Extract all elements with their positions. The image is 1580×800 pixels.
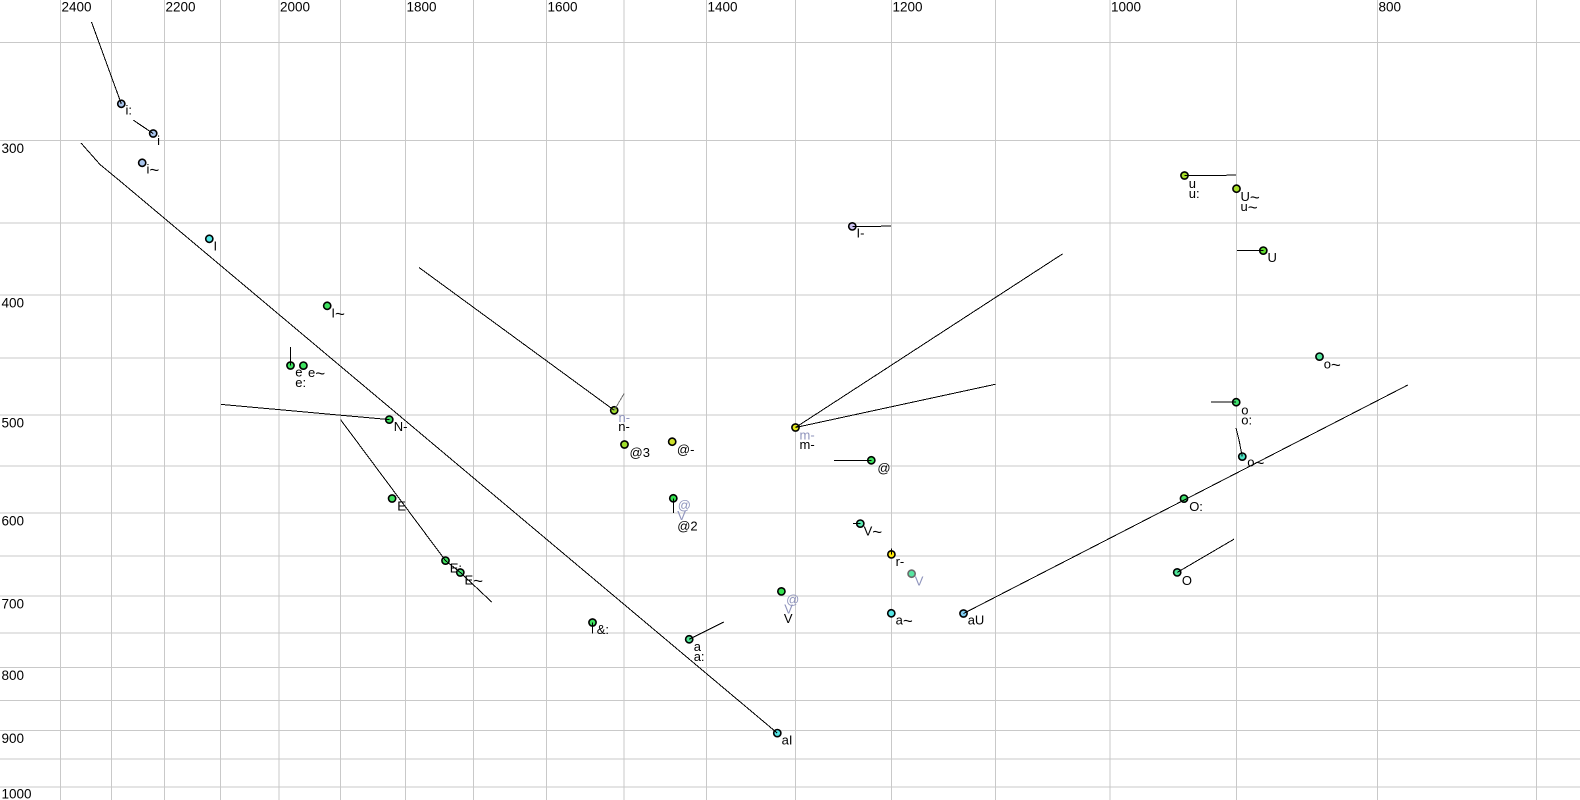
svg-text:300: 300 [2, 141, 25, 156]
svg-text:i:: i: [126, 103, 133, 118]
svg-text:u~: u~ [1241, 198, 1258, 217]
svg-text:U: U [1268, 250, 1277, 265]
svg-text:@: @ [786, 592, 799, 607]
svg-text:400: 400 [2, 295, 25, 310]
svg-text:u:: u: [1189, 186, 1200, 201]
svg-text:800: 800 [1379, 0, 1402, 15]
svg-text:aI: aI [782, 733, 793, 748]
svg-text:@2: @2 [677, 519, 697, 534]
svg-text:I~: I~ [331, 305, 345, 324]
svg-text:o:: o: [1241, 413, 1252, 428]
svg-text:U~: U~ [1241, 188, 1260, 207]
svg-text:V~: V~ [864, 523, 883, 542]
svg-text:E: E [397, 499, 406, 514]
svg-text:E~: E~ [465, 572, 484, 591]
svg-text:1600: 1600 [548, 0, 578, 15]
svg-text:1000: 1000 [1111, 0, 1141, 15]
svg-text:&:: &: [597, 622, 609, 637]
svg-text:O: O [1182, 573, 1192, 588]
svg-text:i~: i~ [147, 161, 160, 180]
svg-text:@: @ [877, 460, 890, 475]
svg-text:o: o [1241, 403, 1248, 418]
svg-text:1000: 1000 [2, 787, 32, 800]
svg-text:a~: a~ [896, 612, 913, 631]
svg-text:V: V [784, 601, 793, 616]
svg-text:1800: 1800 [407, 0, 437, 15]
svg-text:1200: 1200 [893, 0, 923, 15]
svg-text:N-: N- [394, 419, 408, 434]
svg-text:@-: @- [677, 442, 695, 457]
svg-text:2400: 2400 [62, 0, 92, 15]
svg-text:700: 700 [2, 596, 25, 611]
svg-text:e~: e~ [308, 364, 325, 383]
svg-text:1400: 1400 [708, 0, 738, 15]
svg-text:900: 900 [2, 731, 25, 746]
svg-text:600: 600 [2, 513, 25, 528]
svg-text:n-: n- [619, 410, 631, 425]
svg-text:a:: a: [694, 649, 705, 664]
svg-text:m-: m- [800, 427, 815, 442]
svg-text:i: i [157, 133, 160, 148]
svg-text:2000: 2000 [280, 0, 310, 15]
svg-text:I: I [214, 238, 218, 253]
svg-text:u: u [1189, 176, 1196, 191]
svg-text:O:: O: [1189, 499, 1203, 514]
svg-text:r-: r- [896, 554, 905, 569]
svg-text:500: 500 [2, 415, 25, 430]
svg-text:n-: n- [618, 419, 630, 434]
svg-text:m-: m- [800, 437, 815, 452]
svg-text:V: V [784, 611, 793, 626]
svg-text:o~: o~ [1324, 356, 1341, 375]
svg-text:V: V [677, 508, 686, 523]
svg-text:aU: aU [968, 612, 985, 627]
svg-text:2200: 2200 [166, 0, 196, 15]
svg-text:I-: I- [857, 226, 865, 241]
svg-text:a: a [694, 639, 702, 654]
svg-text:V: V [915, 573, 924, 588]
svg-text:800: 800 [2, 668, 25, 683]
svg-text:e:: e: [295, 375, 306, 390]
svg-text:@: @ [678, 498, 691, 513]
svg-text:@3: @3 [630, 445, 650, 460]
svg-text:e: e [295, 365, 302, 380]
